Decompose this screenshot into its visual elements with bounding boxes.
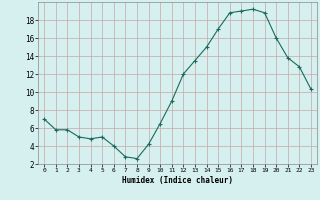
X-axis label: Humidex (Indice chaleur): Humidex (Indice chaleur) xyxy=(122,176,233,185)
